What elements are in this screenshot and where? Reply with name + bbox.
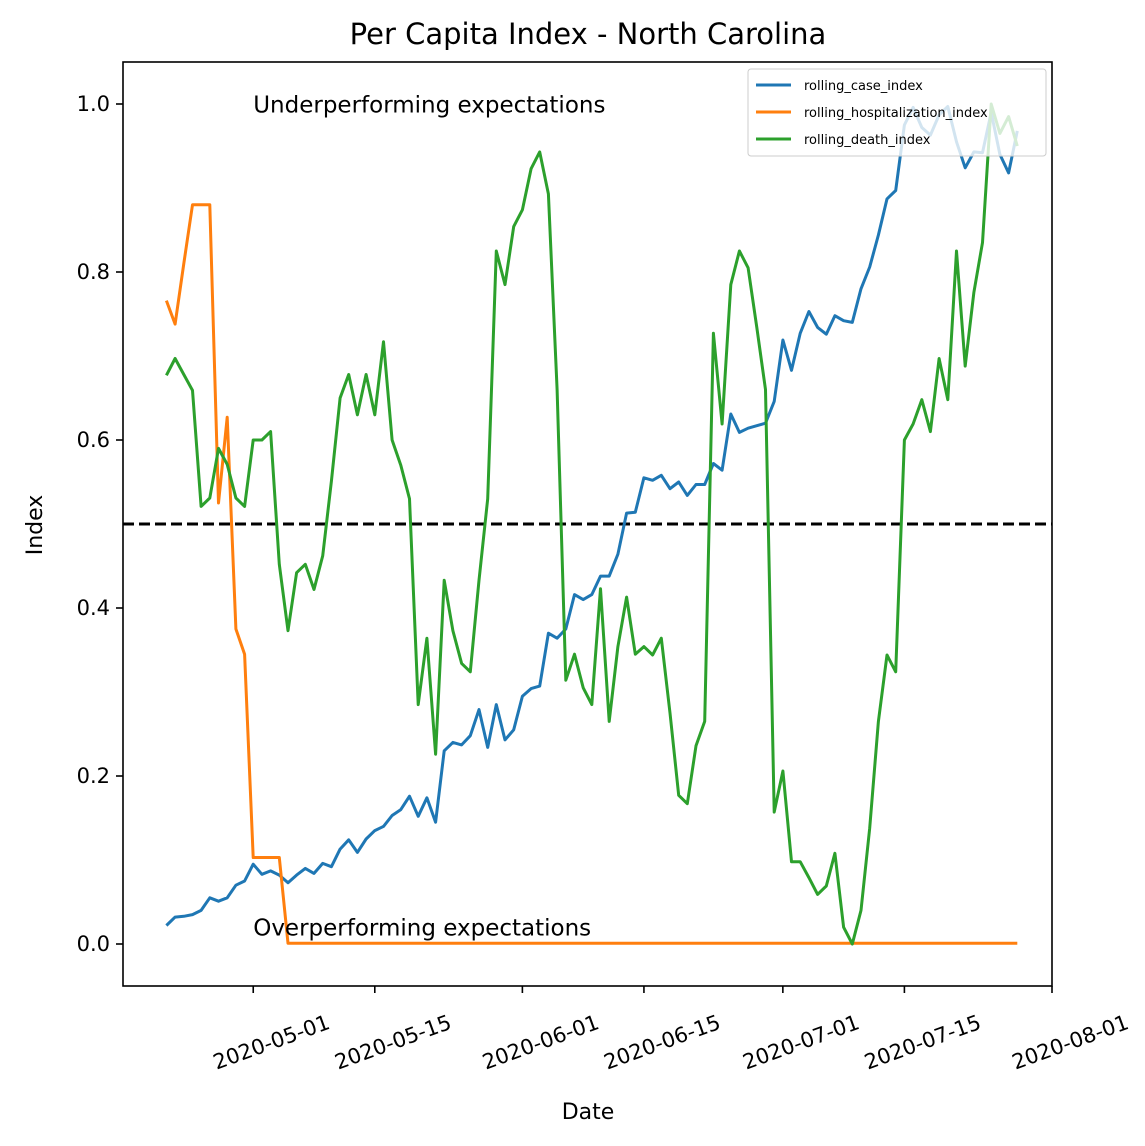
series-line-rolling_case_index xyxy=(165,105,1019,927)
y-tick-label: 0.0 xyxy=(77,932,110,956)
y-tick-label: 0.2 xyxy=(77,764,110,788)
x-axis-label: Date xyxy=(562,1100,615,1125)
legend-box xyxy=(747,68,1047,157)
legend-label-rolling_case_index: rolling_case_index xyxy=(804,79,923,94)
y-tick-label: 0.4 xyxy=(77,596,110,620)
y-tick-label: 0.8 xyxy=(77,260,110,284)
series-lines xyxy=(164,102,1019,946)
plot-area: Underperforming expectations Overperformi… xyxy=(122,61,1053,987)
y-tick-label: 1.0 xyxy=(77,92,110,116)
y-axis-label: Index xyxy=(23,495,48,556)
chart-title: Per Capita Index - North Carolina xyxy=(350,17,827,51)
y-tick-label: 0.6 xyxy=(77,428,110,452)
series-line-rolling_death_index xyxy=(165,102,1019,946)
axes-frame xyxy=(122,61,1053,987)
annotation-1: Overperforming expectations xyxy=(253,916,591,942)
legend-label-rolling_death_index: rolling_death_index xyxy=(804,133,931,148)
y-axis-ticks: 0.0 0.2 0.4 0.6 0.8 1.0 xyxy=(77,92,123,956)
legend-label-rolling_hospitalization_index: rolling_hospitalization_index xyxy=(804,106,988,121)
annotation-0: Underperforming expectations xyxy=(253,92,605,118)
series-line-rolling_hospitalization_index xyxy=(164,203,1018,945)
legend: rolling_case_index rolling_hospitalizatio… xyxy=(747,68,1047,157)
